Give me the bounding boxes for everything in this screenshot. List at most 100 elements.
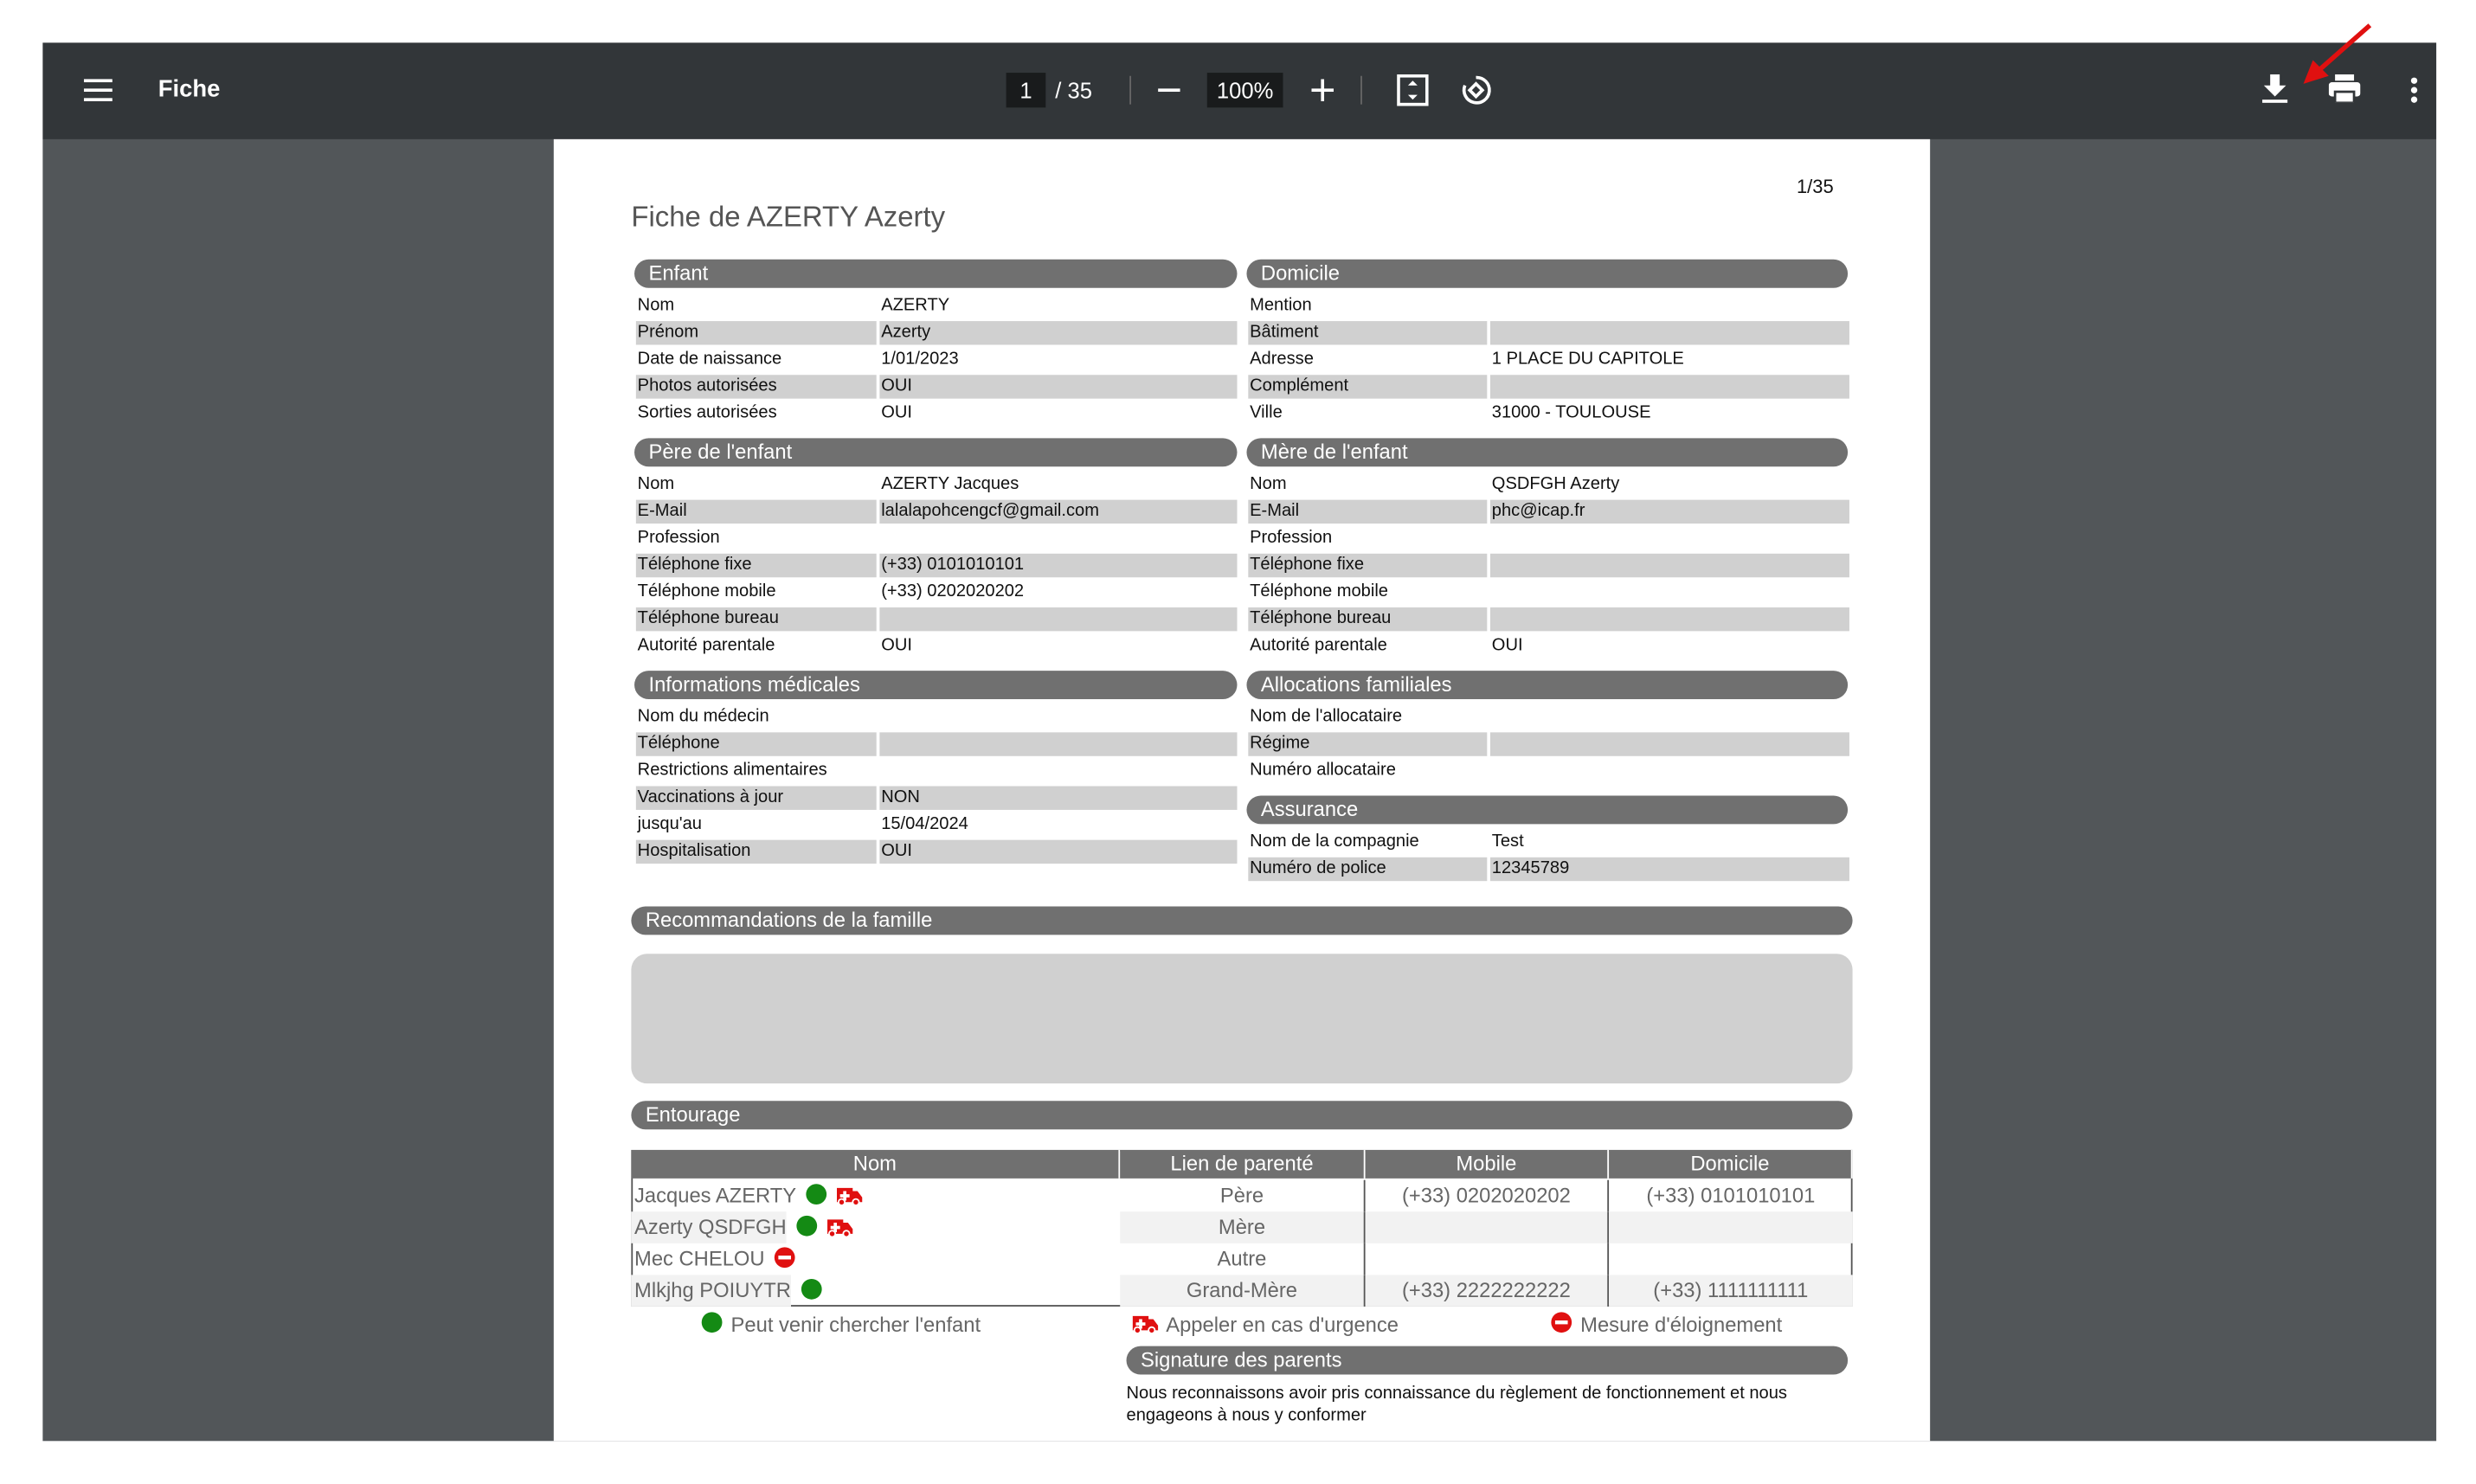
table-cell: Grand-Mère <box>1120 1275 1366 1307</box>
page-number: 1/35 <box>1796 175 1834 198</box>
field-label: jusqu'au <box>637 814 702 834</box>
rotate-button[interactable] <box>1458 73 1493 107</box>
table-cell <box>1609 1211 1853 1243</box>
field-label: Autorité parentale <box>1250 635 1387 655</box>
field-label: Prénom <box>635 321 877 345</box>
recommendations-box <box>631 954 1853 1084</box>
zoom-out-button[interactable] <box>1158 79 1180 101</box>
field-value: OUI <box>879 375 1238 399</box>
field-value: QSDFGH Azerty <box>1491 474 1620 494</box>
section-header: Allocations familiales <box>1246 671 1849 699</box>
page-total: / 35 <box>1055 77 1092 103</box>
field-label: Date de naissance <box>637 349 782 369</box>
field-value <box>1490 294 1849 318</box>
section-header: Informations médicales <box>634 671 1238 699</box>
field-value <box>879 527 1237 550</box>
section-header: Signature des parents <box>1126 1346 1849 1375</box>
zoom-in-button[interactable] <box>1311 79 1334 101</box>
field-value: OUI <box>881 635 912 655</box>
more-button[interactable] <box>2409 74 2419 106</box>
field-label: Autorité parentale <box>637 635 775 655</box>
field-label: Bâtiment <box>1248 321 1488 345</box>
table-cell: Mec CHELOU <box>634 1246 765 1270</box>
table-header: Nom <box>631 1149 1121 1179</box>
page-input[interactable]: 1 <box>1006 73 1046 108</box>
table-cell: Père <box>1120 1179 1366 1212</box>
stop-icon <box>774 1247 795 1269</box>
fit-button[interactable] <box>1397 74 1429 106</box>
field-label: Téléphone fixe <box>1248 553 1488 578</box>
toolbar: Fiche 1 / 35 100% <box>42 42 2437 139</box>
field-label: Téléphone mobile <box>1250 581 1388 601</box>
field-label: Adresse <box>1250 349 1314 369</box>
field-label: Téléphone fixe <box>635 553 877 578</box>
table-cell: Mlkjhg POIUYTR <box>631 1275 791 1307</box>
table-header: Mobile <box>1365 1149 1610 1179</box>
section-header: Domicile <box>1246 259 1849 288</box>
field-label: Nom <box>1250 474 1287 494</box>
field-value <box>1489 553 1849 578</box>
zoom-input[interactable]: 100% <box>1206 73 1283 108</box>
field-value <box>879 759 1237 782</box>
field-value: AZERTY <box>881 295 950 315</box>
table-cell <box>1366 1243 1610 1275</box>
separator <box>1129 75 1132 105</box>
field-label: Téléphone <box>635 732 877 756</box>
stop-icon <box>1551 1312 1572 1333</box>
annotation-arrow <box>2303 23 2372 84</box>
field-label: Ville <box>1250 403 1283 423</box>
field-value: 31000 - TOULOUSE <box>1491 403 1651 423</box>
separator <box>1360 75 1362 105</box>
field-value <box>1490 527 1849 550</box>
field-value: AZERTY Jacques <box>881 474 1019 494</box>
field-value <box>1489 607 1849 632</box>
field-value: OUI <box>1491 635 1523 655</box>
table-cell: (+33) 1111111111 <box>1609 1275 1853 1307</box>
download-button[interactable] <box>2262 74 2288 106</box>
field-label: Profession <box>637 528 720 548</box>
pickup-icon <box>701 1312 723 1333</box>
menu-button[interactable] <box>83 76 116 105</box>
section-header: Entourage <box>631 1101 1853 1130</box>
print-button[interactable] <box>2328 74 2361 103</box>
emergency-icon <box>837 1187 863 1205</box>
field-value <box>879 705 1237 729</box>
table-cell: (+33) 0202020202 <box>1366 1179 1610 1212</box>
field-label: Nom de l'allocataire <box>1250 707 1403 727</box>
field-value <box>1489 375 1849 399</box>
field-label: Complément <box>1248 375 1488 399</box>
field-label: Restrictions alimentaires <box>637 761 827 781</box>
pdf-viewer: Fiche 1 / 35 100% 1/35 Fiche de AZERTY Az… <box>42 42 2437 1442</box>
section-header: Enfant <box>634 259 1238 288</box>
field-value: NON <box>879 786 1238 810</box>
pickup-icon <box>801 1278 822 1300</box>
table-cell: Mère <box>1120 1211 1366 1243</box>
field-value <box>1490 581 1849 604</box>
section-header: Recommandations de la famille <box>631 906 1853 935</box>
field-label: Mention <box>1250 295 1312 315</box>
field-label: Nom <box>637 295 675 315</box>
field-value <box>1490 705 1849 729</box>
field-label: Vaccinations à jour <box>635 786 877 810</box>
field-value: 12345789 <box>1489 857 1849 882</box>
field-value <box>1489 732 1849 756</box>
field-value <box>1490 759 1849 782</box>
field-label: Sorties autorisées <box>637 403 777 423</box>
field-value: OUI <box>879 839 1238 864</box>
legend-text: Peut venir chercher l'enfant <box>730 1313 981 1337</box>
legend-text: Mesure d'éloignement <box>1580 1313 1783 1337</box>
pickup-icon <box>806 1184 827 1205</box>
field-value <box>1489 321 1849 345</box>
table-cell <box>1365 1211 1610 1243</box>
field-value: (+33) 0101010101 <box>879 553 1238 578</box>
field-label: Téléphone bureau <box>635 607 877 632</box>
field-value: OUI <box>881 403 912 423</box>
table-cell: Azerty QSDFGH <box>631 1211 787 1243</box>
table-cell <box>1609 1243 1853 1275</box>
document-title: Fiche <box>158 75 221 103</box>
table-cell: Jacques AZERTY <box>634 1183 797 1207</box>
field-label: Nom du médecin <box>637 707 769 727</box>
field-label: Profession <box>1250 528 1333 548</box>
table-header: Domicile <box>1609 1149 1853 1179</box>
